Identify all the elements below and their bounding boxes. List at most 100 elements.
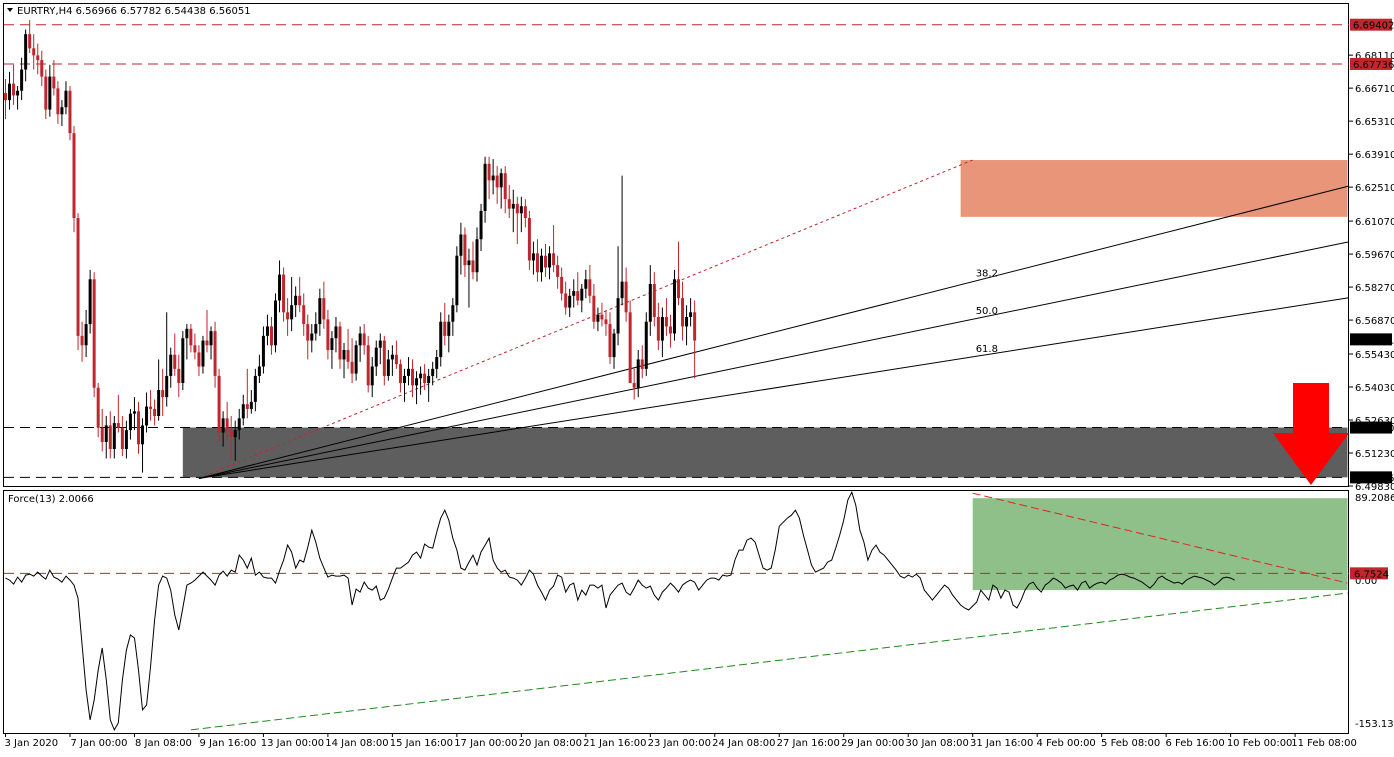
candle[interactable] (628, 300, 632, 384)
candle[interactable] (479, 203, 483, 252)
candle[interactable] (511, 189, 515, 233)
candle[interactable] (310, 324, 314, 353)
candle[interactable] (685, 305, 689, 346)
candle[interactable] (600, 302, 604, 327)
candle[interactable] (269, 317, 273, 355)
candle[interactable] (36, 43, 40, 75)
candle[interactable] (40, 50, 44, 87)
candle[interactable] (128, 408, 132, 440)
candle[interactable] (584, 269, 588, 299)
candle[interactable] (217, 368, 221, 442)
candle[interactable] (402, 368, 406, 402)
candle[interactable] (124, 420, 128, 459)
candle[interactable] (455, 246, 459, 313)
candle[interactable] (572, 279, 576, 308)
candle[interactable] (443, 302, 447, 346)
candle[interactable] (616, 246, 620, 346)
collapse-triangle-icon[interactable] (7, 8, 13, 12)
candle[interactable] (644, 312, 648, 376)
candle[interactable] (608, 312, 612, 365)
candle[interactable] (636, 350, 640, 398)
candle[interactable] (197, 345, 201, 376)
candle[interactable] (4, 78, 7, 120)
candle[interactable] (233, 420, 237, 461)
candle[interactable] (149, 390, 153, 421)
candle[interactable] (278, 260, 282, 313)
candle[interactable] (265, 314, 269, 346)
candle[interactable] (286, 298, 290, 336)
candle[interactable] (20, 57, 24, 101)
fib-fan-base-line[interactable] (198, 159, 973, 479)
candle[interactable] (580, 284, 584, 313)
candle[interactable] (306, 314, 310, 360)
candle[interactable] (157, 359, 161, 421)
candle[interactable] (660, 307, 664, 358)
candle[interactable] (132, 397, 136, 431)
candle[interactable] (483, 156, 487, 223)
candle[interactable] (249, 390, 253, 414)
candle[interactable] (100, 408, 104, 452)
candle[interactable] (548, 246, 552, 280)
candle[interactable] (177, 354, 181, 398)
candle[interactable] (201, 335, 205, 374)
candle[interactable] (56, 81, 60, 124)
candle[interactable] (386, 350, 390, 381)
candle[interactable] (112, 415, 116, 459)
candle[interactable] (568, 288, 572, 318)
fib-fan-line-61-8[interactable] (198, 297, 1349, 479)
candle[interactable] (24, 29, 28, 82)
candle[interactable] (415, 371, 419, 405)
candle[interactable] (693, 300, 697, 379)
candle[interactable] (398, 359, 402, 393)
candle[interactable] (495, 166, 499, 204)
candle[interactable] (652, 272, 656, 327)
candle[interactable] (503, 166, 507, 214)
candle[interactable] (689, 298, 693, 327)
candle[interactable] (209, 326, 213, 360)
candle[interactable] (527, 210, 531, 270)
candle[interactable] (519, 196, 523, 233)
candle[interactable] (120, 415, 124, 457)
candle[interactable] (12, 64, 16, 105)
ascending-support-trendline[interactable] (190, 592, 1348, 731)
candle[interactable] (411, 359, 415, 398)
candle[interactable] (28, 20, 32, 54)
descending-resistance-trendline[interactable] (972, 492, 1348, 584)
candle[interactable] (612, 328, 616, 369)
candle[interactable] (604, 309, 608, 336)
candle[interactable] (334, 317, 338, 353)
candle[interactable] (523, 199, 527, 228)
candle[interactable] (32, 34, 36, 70)
candle[interactable] (290, 276, 294, 332)
candle[interactable] (52, 60, 56, 96)
candle[interactable] (640, 345, 644, 379)
candle[interactable] (173, 333, 177, 376)
candle[interactable] (108, 411, 112, 459)
candle[interactable] (141, 418, 145, 473)
candle[interactable] (68, 86, 72, 141)
candle[interactable] (298, 276, 302, 313)
candle[interactable] (539, 248, 543, 282)
candle[interactable] (294, 286, 298, 318)
candle[interactable] (435, 350, 439, 379)
candle[interactable] (245, 368, 249, 419)
candle[interactable] (362, 324, 366, 355)
candle[interactable] (60, 100, 64, 127)
candle[interactable] (44, 69, 48, 120)
candle[interactable] (560, 267, 564, 301)
fib-fan-line-38-2[interactable] (198, 185, 1349, 479)
candle[interactable] (302, 293, 306, 336)
candle[interactable] (116, 394, 120, 433)
candle[interactable] (467, 248, 471, 308)
candle[interactable] (274, 293, 278, 353)
candle[interactable] (253, 368, 257, 412)
candle[interactable] (96, 383, 100, 438)
candle[interactable] (515, 196, 519, 244)
candle[interactable] (346, 328, 350, 369)
candle[interactable] (507, 185, 511, 219)
candle[interactable] (664, 298, 668, 336)
candle[interactable] (153, 399, 157, 426)
candle[interactable] (596, 307, 600, 332)
candle[interactable] (342, 342, 346, 379)
